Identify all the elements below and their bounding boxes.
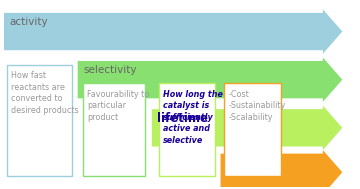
Polygon shape <box>4 9 342 54</box>
FancyBboxPatch shape <box>83 83 145 176</box>
Text: How long the
catalyst is
sufficiently
active and
selective: How long the catalyst is sufficiently ac… <box>163 90 223 145</box>
FancyBboxPatch shape <box>224 83 280 176</box>
Text: selectivity: selectivity <box>83 65 136 75</box>
Polygon shape <box>221 150 342 189</box>
Text: -Cost
-Sustainability
-Scalability: -Cost -Sustainability -Scalability <box>228 90 285 122</box>
Text: lifetime: lifetime <box>157 112 208 125</box>
Text: Favourability to
particular
product: Favourability to particular product <box>87 90 149 122</box>
Polygon shape <box>78 57 342 102</box>
Text: others: others <box>226 157 259 167</box>
Text: How fast
reactants are
converted to
desired products: How fast reactants are converted to desi… <box>12 71 79 115</box>
FancyBboxPatch shape <box>7 65 72 176</box>
Polygon shape <box>152 106 342 150</box>
Text: activity: activity <box>9 17 48 27</box>
FancyBboxPatch shape <box>159 83 215 176</box>
